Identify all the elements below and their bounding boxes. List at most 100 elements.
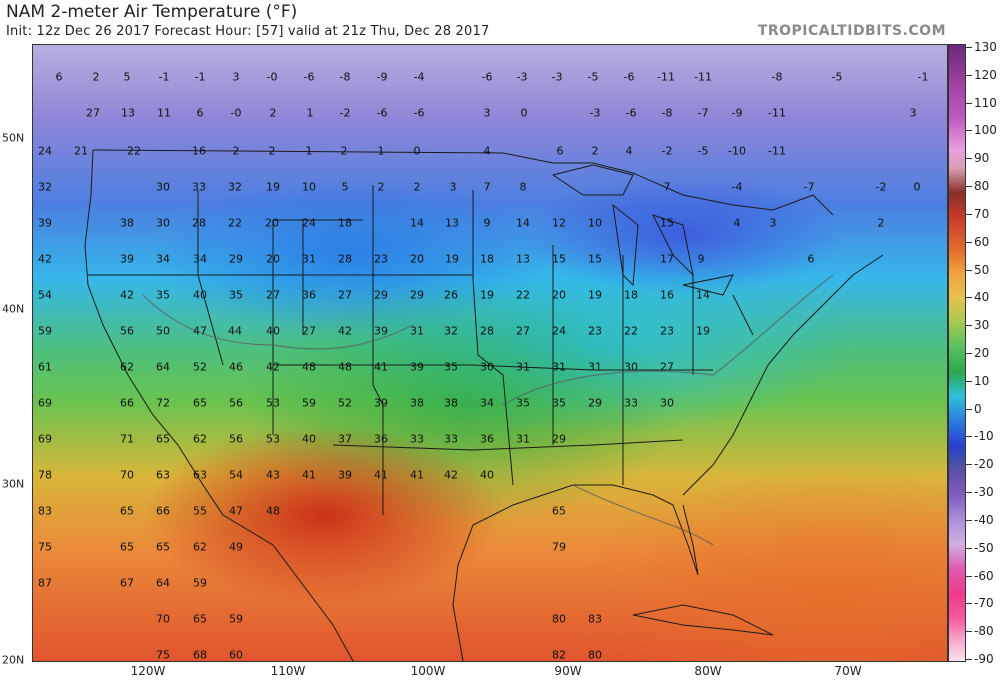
colorbar-tick <box>966 130 972 132</box>
temperature-value: 27 <box>338 288 352 302</box>
colorbar-label: -80 <box>974 624 994 639</box>
temperature-value: 28 <box>192 216 206 230</box>
colorbar-label: 80 <box>974 179 990 194</box>
colorbar-label: 60 <box>974 234 990 249</box>
temperature-value: -0 <box>230 106 242 120</box>
temperature-value: 5 <box>341 180 349 194</box>
temperature-value: 19 <box>266 180 280 194</box>
colorbar-tick <box>966 631 972 633</box>
temperature-value: -8 <box>661 106 673 120</box>
temperature-value: 31 <box>410 324 424 338</box>
temperature-value: 39 <box>410 360 424 374</box>
temperature-value: 6 <box>807 252 815 266</box>
temperature-value: 3 <box>232 70 240 84</box>
temperature-value: 34 <box>193 252 207 266</box>
temperature-value: 43 <box>266 468 280 482</box>
temperature-value: 39 <box>374 396 388 410</box>
temperature-map[interactable]: 6 2 5 -1 -1 3 -0 -6 -8 -9 -4 -6 -3 -3 -5 -6 -11 -11 -8 -5 -1… <box>32 44 948 662</box>
temperature-value: 30 <box>624 360 638 374</box>
temperature-value: 32 <box>38 180 52 194</box>
temperature-value: 14 <box>410 216 424 230</box>
temperature-value: 35 <box>552 396 566 410</box>
temperature-value: 38 <box>120 216 134 230</box>
temperature-value: 1 <box>305 144 313 158</box>
temperature-value: 30 <box>660 396 674 410</box>
temperature-value: 75 <box>38 540 52 554</box>
temperature-value: -11 <box>657 70 675 84</box>
temperature-value: 54 <box>38 288 52 302</box>
temperature-value: 65 <box>120 540 134 554</box>
temperature-value: 30 <box>480 360 494 374</box>
temperature-value: 1 <box>306 106 314 120</box>
temperature-value: 50 <box>156 324 170 338</box>
temperature-value: 28 <box>338 252 352 266</box>
temperature-value: -1 <box>194 70 206 84</box>
temperature-value: 6 <box>55 70 63 84</box>
temperature-value: 48 <box>302 360 316 374</box>
lon-label-70w: 70W <box>834 664 862 678</box>
temperature-value: 41 <box>374 468 388 482</box>
temperature-value: 60 <box>229 648 243 662</box>
temperature-value: 59 <box>229 612 243 626</box>
temperature-value: 35 <box>229 288 243 302</box>
temperature-value: 32 <box>228 180 242 194</box>
temperature-value: 41 <box>302 468 316 482</box>
temperature-value: 3 <box>449 180 457 194</box>
temperature-value: -2 <box>661 144 673 158</box>
temperature-value: -7 <box>803 180 815 194</box>
temperature-value: 59 <box>193 576 207 590</box>
temperature-value: 53 <box>266 432 280 446</box>
colorbar-tick <box>966 547 972 549</box>
temperature-value: 10 <box>588 216 602 230</box>
temperature-value: 36 <box>302 288 316 302</box>
temperature-value: 66 <box>156 504 170 518</box>
temperature-value: 29 <box>374 288 388 302</box>
colorbar-label: 20 <box>974 346 990 360</box>
temperature-value: 10 <box>302 180 316 194</box>
temperature-value: 44 <box>228 324 242 338</box>
temperature-value: -9 <box>731 106 743 120</box>
temperature-value: 83 <box>38 504 52 518</box>
temperature-value: 71 <box>120 432 134 446</box>
temperature-value: 65 <box>193 396 207 410</box>
temperature-value: 47 <box>193 324 207 338</box>
temperature-value: -6 <box>376 106 388 120</box>
colorbar-tick <box>966 575 972 577</box>
temperature-value: 32 <box>444 324 458 338</box>
temperature-value: -0 <box>266 70 278 84</box>
temperature-value: 30 <box>156 180 170 194</box>
temperature-value: 42 <box>338 324 352 338</box>
lat-label-30n: 30N <box>2 477 25 491</box>
lon-label-120w: 120W <box>130 664 166 678</box>
temperature-value: 28 <box>480 324 494 338</box>
temperature-value: 23 <box>588 324 602 338</box>
temperature-value: 55 <box>193 504 207 518</box>
temperature-value: 56 <box>229 432 243 446</box>
temperature-value: 39 <box>374 324 388 338</box>
temperature-value: 68 <box>193 648 207 662</box>
temperature-value: 0 <box>913 180 921 194</box>
temperature-value: 29 <box>410 288 424 302</box>
temperature-value: 37 <box>338 432 352 446</box>
temperature-value: 20 <box>265 216 279 230</box>
temperature-value: 83 <box>588 612 602 626</box>
colorbar-tick <box>966 74 972 76</box>
lon-label-100w: 100W <box>410 664 446 678</box>
colorbar-tick <box>966 297 972 299</box>
colorbar-label: 70 <box>974 206 990 221</box>
colorbar-label: -60 <box>974 568 994 583</box>
colorbar-label: -20 <box>974 457 994 472</box>
colorbar-tick <box>966 659 972 660</box>
temperature-value: 4 <box>625 144 633 158</box>
temperature-value: 41 <box>374 360 388 374</box>
temperature-value: 61 <box>38 360 52 374</box>
temperature-value: 6 <box>196 106 204 120</box>
brand-label[interactable]: TROPICALTIDBITS.COM <box>757 23 946 39</box>
temperature-value: 42 <box>444 468 458 482</box>
temperature-value: 26 <box>444 288 458 302</box>
temperature-value: -8 <box>771 70 783 84</box>
temperature-value: 18 <box>480 252 494 266</box>
colorbar-label: 40 <box>974 290 990 305</box>
temperature-value: 38 <box>410 396 424 410</box>
temperature-value: 64 <box>156 360 170 374</box>
